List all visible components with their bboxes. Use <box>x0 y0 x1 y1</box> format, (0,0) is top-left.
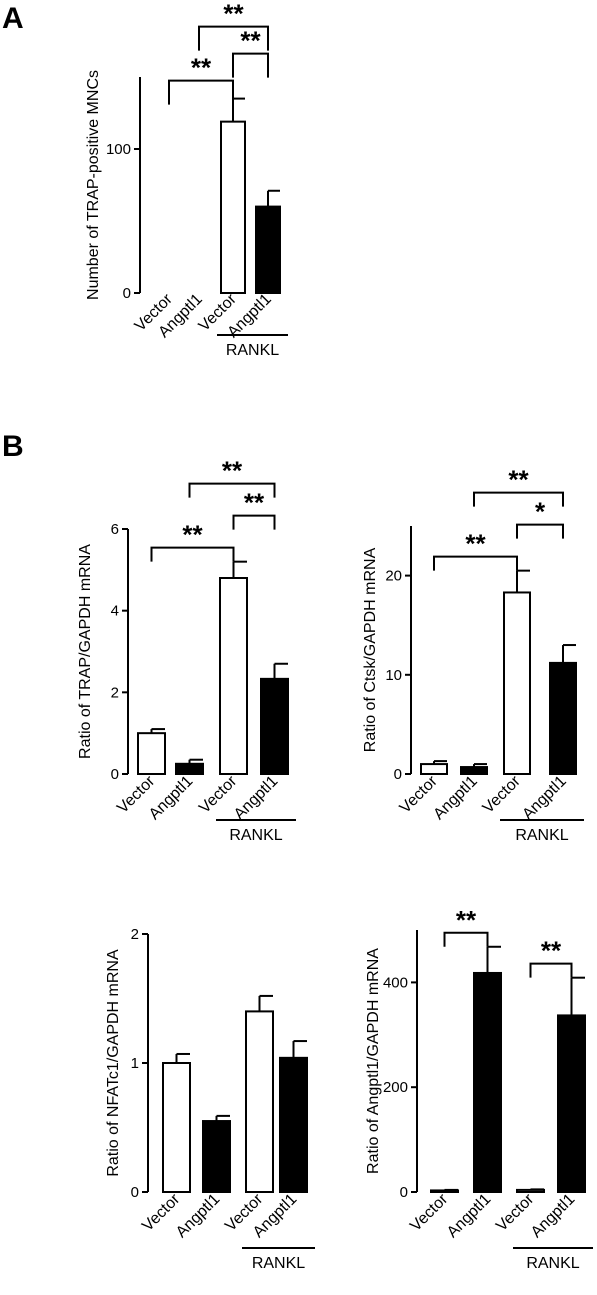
panel-letter-a: A <box>2 2 24 35</box>
group-label: RANKL <box>229 827 282 844</box>
significance-bracket <box>443 931 489 947</box>
category-label: Vector <box>480 772 525 817</box>
y-tick-label: 400 <box>383 974 408 991</box>
significance-label: ** <box>222 456 243 486</box>
y-tick-label: 0 <box>400 1184 408 1201</box>
y-tick-label: 0 <box>123 285 131 302</box>
y-tick-label: 2 <box>111 684 119 701</box>
bar <box>503 591 531 775</box>
significance-bracket <box>433 555 518 571</box>
bar <box>245 1010 274 1193</box>
panel-letter-b: B <box>2 430 24 463</box>
significance-label: ** <box>465 529 486 559</box>
bar <box>162 1062 191 1193</box>
group-label: RANKL <box>515 827 568 844</box>
significance-label: ** <box>508 465 529 495</box>
bar <box>557 1014 586 1193</box>
group-label: RANKL <box>226 342 279 359</box>
bar <box>220 120 246 294</box>
bar <box>202 1120 231 1193</box>
y-axis-label: Ratio of Ctsk/GAPDH mRNA <box>362 547 379 752</box>
significance-bracket <box>150 546 235 562</box>
y-axis-label: Ratio of Angptl1/GAPDH mRNA <box>365 948 382 1174</box>
significance-bracket <box>168 79 234 105</box>
bar <box>219 577 248 775</box>
category-label: Angptl1 <box>528 1191 578 1241</box>
bar <box>137 732 166 775</box>
significance-label: ** <box>223 0 244 29</box>
significance-bracket <box>516 523 564 539</box>
y-tick-label: 6 <box>111 521 119 538</box>
category-label: Angptl1 <box>173 1191 223 1241</box>
y-axis-label: Ratio of NFATc1/GAPDH mRNA <box>105 949 122 1177</box>
significance-bracket <box>232 514 276 530</box>
significance-label: ** <box>456 905 477 935</box>
category-label: Angptl1 <box>444 1191 494 1241</box>
plot-area: 0 10 20 Ratio of Ctsk/GAPDH mRNA VectorAngpt… <box>362 465 584 844</box>
chart-ctsk-mrna: 0 10 20 Ratio of Ctsk/GAPDH mRNA VectorAngpt… <box>362 465 584 844</box>
category-label: Angptl1 <box>519 773 569 823</box>
significance-bracket <box>232 52 269 78</box>
bar <box>279 1056 308 1193</box>
bar <box>175 762 204 775</box>
significance-label: * <box>535 497 546 527</box>
bar <box>260 677 289 776</box>
group-label: RANKL <box>526 1255 579 1272</box>
significance-label: ** <box>182 520 203 550</box>
y-tick-label: 2 <box>131 926 139 943</box>
bar <box>255 205 281 295</box>
y-axis-label: Number of TRAP-positive MNCs <box>85 70 102 300</box>
significance-label: ** <box>240 26 261 56</box>
y-tick-label: 4 <box>111 603 119 620</box>
bar <box>420 763 448 775</box>
y-tick-label: 0 <box>394 766 402 783</box>
y-tick-label: 100 <box>106 141 131 158</box>
bar <box>473 971 502 1193</box>
significance-label: ** <box>191 53 212 83</box>
y-tick-label: 200 <box>383 1079 408 1096</box>
y-tick-label: 0 <box>111 766 119 783</box>
significance-bracket <box>473 491 564 507</box>
category-label: Angptl1 <box>231 773 281 823</box>
significance-bracket <box>198 25 269 51</box>
y-tick-label: 0 <box>131 1184 139 1201</box>
y-tick-label: 10 <box>385 667 402 684</box>
bar <box>460 766 488 775</box>
group-label: RANKL <box>252 1255 305 1272</box>
significance-bracket <box>529 962 573 978</box>
y-axis-label: Ratio of TRAP/GAPDH mRNA <box>77 544 94 759</box>
category-label: Angptl1 <box>430 773 480 823</box>
y-tick-label: 1 <box>131 1055 139 1072</box>
significance-bracket <box>188 482 276 498</box>
significance-label: ** <box>244 488 265 518</box>
significance-label: ** <box>541 936 562 966</box>
y-tick-label: 20 <box>385 568 402 585</box>
bar <box>549 661 577 775</box>
